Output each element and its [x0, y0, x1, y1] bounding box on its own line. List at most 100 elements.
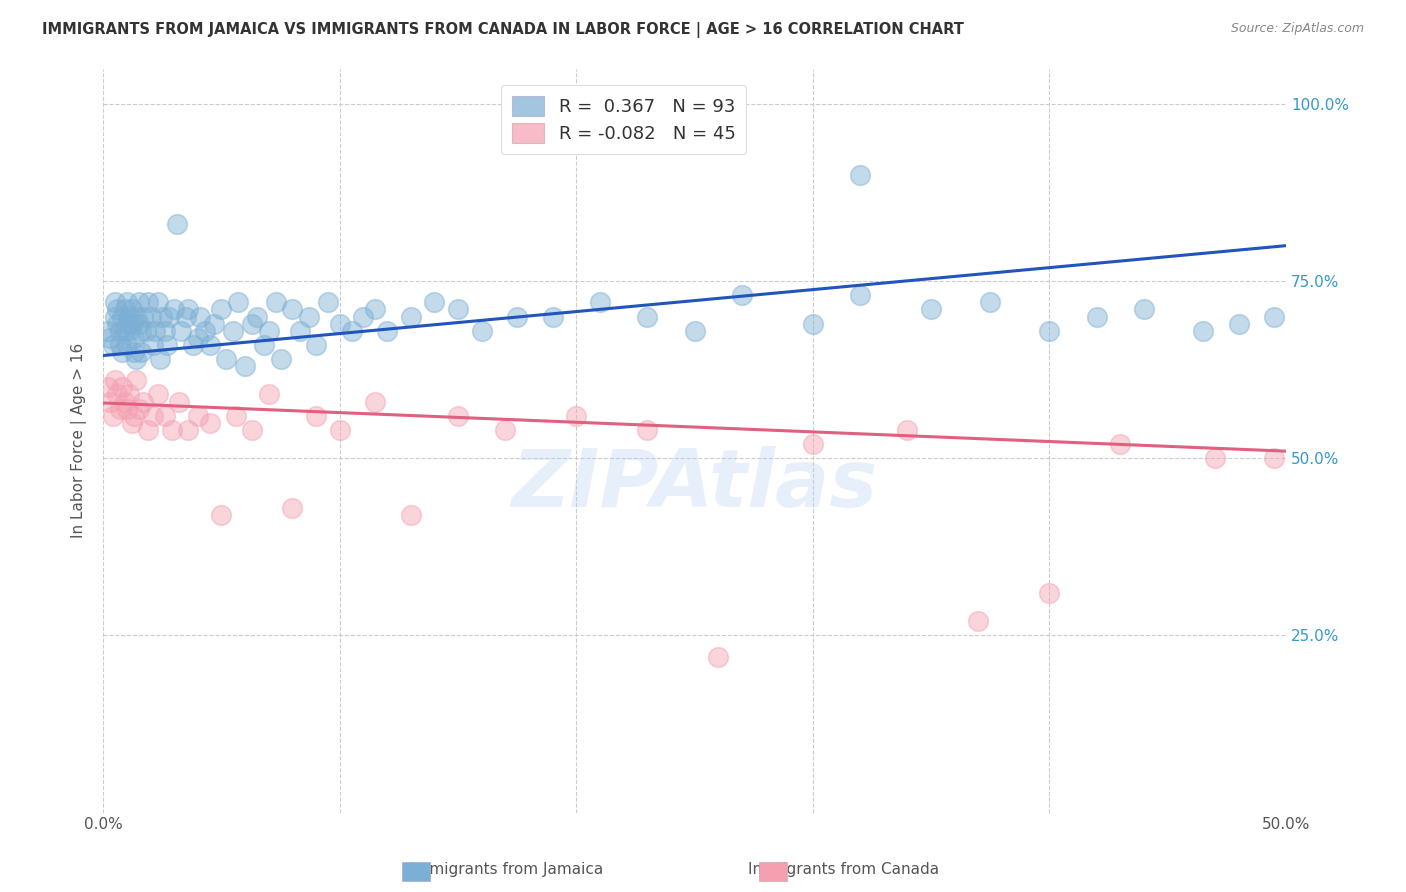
Point — [114, 302, 136, 317]
Point — [364, 394, 387, 409]
Point — [1204, 451, 1226, 466]
Point — [108, 401, 131, 416]
Point — [707, 649, 730, 664]
Point — [589, 295, 612, 310]
Point — [352, 310, 374, 324]
Point — [298, 310, 321, 324]
Point — [98, 394, 121, 409]
Point — [163, 302, 186, 317]
Point — [107, 302, 129, 317]
Text: IMMIGRANTS FROM JAMAICA VS IMMIGRANTS FROM CANADA IN LABOR FORCE | AGE > 16 CORR: IMMIGRANTS FROM JAMAICA VS IMMIGRANTS FR… — [42, 22, 965, 38]
Point — [97, 324, 120, 338]
Point — [506, 310, 529, 324]
Point — [107, 317, 129, 331]
Point — [364, 302, 387, 317]
Point — [240, 423, 263, 437]
Point — [125, 310, 148, 324]
Point — [122, 345, 145, 359]
Point — [111, 380, 134, 394]
Point — [146, 295, 169, 310]
Point — [136, 295, 159, 310]
Point — [125, 352, 148, 367]
Point — [636, 423, 658, 437]
Point — [115, 295, 138, 310]
Point — [187, 331, 209, 345]
Point — [636, 310, 658, 324]
Point — [111, 345, 134, 359]
Point — [97, 380, 120, 394]
Point — [329, 317, 352, 331]
Point — [246, 310, 269, 324]
Point — [447, 302, 470, 317]
Point — [1263, 310, 1285, 324]
Point — [270, 352, 292, 367]
Point — [104, 373, 127, 387]
Point — [1109, 437, 1132, 451]
Point — [146, 387, 169, 401]
Point — [264, 295, 287, 310]
Point — [1133, 302, 1156, 317]
Point — [896, 423, 918, 437]
Point — [104, 295, 127, 310]
Point — [107, 387, 129, 401]
Point — [101, 338, 124, 352]
Point — [118, 324, 141, 338]
Point — [121, 302, 143, 317]
Point — [683, 324, 706, 338]
Text: ZIPAtlas: ZIPAtlas — [512, 446, 877, 524]
Text: Immigrants from Jamaica: Immigrants from Jamaica — [409, 863, 603, 877]
Point — [136, 423, 159, 437]
Point — [129, 345, 152, 359]
Point — [1227, 317, 1250, 331]
Point — [1192, 324, 1215, 338]
Point — [132, 310, 155, 324]
Point — [156, 338, 179, 352]
Point — [447, 409, 470, 423]
Y-axis label: In Labor Force | Age > 16: In Labor Force | Age > 16 — [72, 343, 87, 538]
Point — [187, 409, 209, 423]
Point — [1085, 310, 1108, 324]
Point — [128, 317, 150, 331]
Point — [181, 338, 204, 352]
Point — [329, 423, 352, 437]
Point — [340, 324, 363, 338]
Point — [257, 324, 280, 338]
Point — [174, 310, 197, 324]
Point — [101, 409, 124, 423]
Point — [979, 295, 1001, 310]
Point — [305, 338, 328, 352]
Point — [188, 310, 211, 324]
Point — [423, 295, 446, 310]
Point — [211, 508, 233, 522]
Text: Immigrants from Canada: Immigrants from Canada — [748, 863, 939, 877]
Point — [494, 423, 516, 437]
Point — [226, 295, 249, 310]
Point — [132, 394, 155, 409]
Point — [98, 331, 121, 345]
Point — [257, 387, 280, 401]
Point — [316, 295, 339, 310]
Point — [281, 302, 304, 317]
Point — [115, 317, 138, 331]
Point — [849, 168, 872, 182]
Point — [253, 338, 276, 352]
Point — [160, 423, 183, 437]
Point — [222, 324, 245, 338]
Point — [967, 614, 990, 628]
Point — [111, 310, 134, 324]
Point — [128, 401, 150, 416]
Point — [108, 324, 131, 338]
Point — [167, 394, 190, 409]
Point — [115, 338, 138, 352]
Point — [1038, 586, 1060, 600]
Point — [399, 310, 422, 324]
Point — [108, 338, 131, 352]
Point — [801, 317, 824, 331]
Point — [215, 352, 238, 367]
Point — [150, 310, 173, 324]
Point — [166, 218, 188, 232]
Point — [198, 416, 221, 430]
Point — [565, 409, 588, 423]
Point — [541, 310, 564, 324]
Point — [920, 302, 942, 317]
